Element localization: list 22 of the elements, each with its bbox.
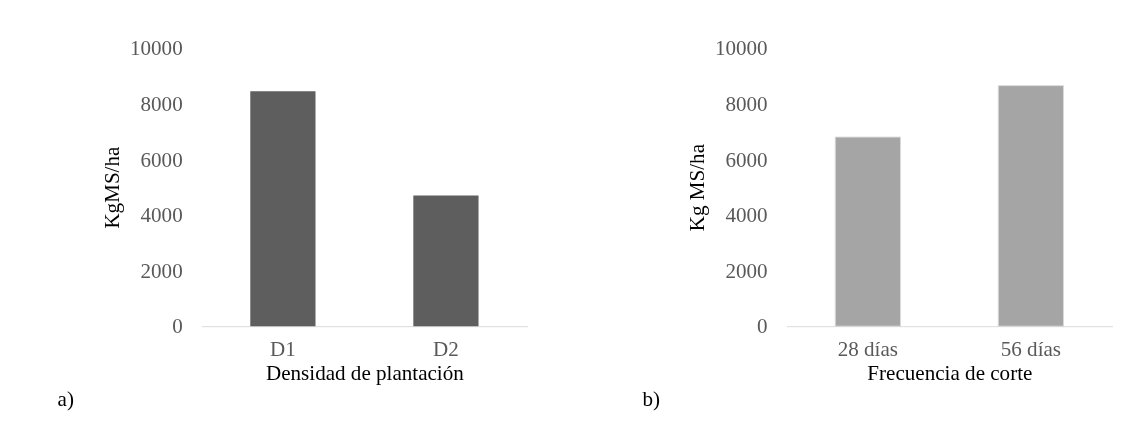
y-tick-label: 10000 <box>714 36 768 61</box>
x-tick-label: 28 días <box>837 337 899 362</box>
x-tick-label: D2 <box>433 337 459 362</box>
y-tick-label: 8000 <box>140 91 183 116</box>
x-axis-title: Densidad de plantación <box>265 361 465 386</box>
text: a) <box>57 386 74 411</box>
text: b) <box>642 386 661 411</box>
x-tick-label: 56 días <box>1000 337 1062 362</box>
y-tick-label: 6000 <box>725 147 768 172</box>
y-tick-label: 2000 <box>140 258 183 283</box>
y-tick-label: 10000 <box>129 36 183 61</box>
y-tick-label: 0 <box>172 314 183 339</box>
y-tick-label: 8000 <box>725 91 768 116</box>
y-axis-title: Kg MS/ha <box>685 143 710 232</box>
y-tick-label: 4000 <box>725 203 768 228</box>
y-tick-label: 0 <box>757 314 768 339</box>
y-tick-label: 2000 <box>725 258 768 283</box>
y-tick-label: 4000 <box>140 203 183 228</box>
y-tick-label: 6000 <box>140 147 183 172</box>
x-tick-label: D1 <box>270 337 296 362</box>
y-axis-title: KgMS/ha <box>100 146 125 229</box>
x-axis-title: Frecuencia de corte <box>867 361 1033 386</box>
